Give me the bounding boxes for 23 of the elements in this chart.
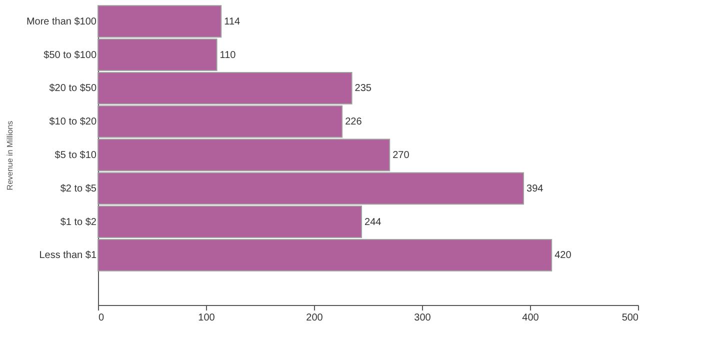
y-tick-label: $10 to $20	[49, 116, 97, 128]
data-label: 394	[526, 183, 544, 194]
x-tick-label: 100	[198, 312, 216, 324]
data-label: 235	[354, 83, 372, 94]
x-tick-label: 500	[622, 312, 639, 324]
y-tick-label: $50 to $100	[44, 50, 97, 61]
x-tick-label: 400	[522, 312, 540, 324]
data-label: 226	[345, 116, 362, 128]
y-tick-label: $5 to $10	[54, 150, 97, 161]
y-axis-title: Revenue in Millions	[5, 120, 14, 190]
y-tick-label: More than $100	[26, 16, 97, 28]
x-tick-label: 200	[306, 312, 324, 324]
data-label: 110	[220, 50, 236, 61]
data-label: 244	[364, 216, 382, 228]
data-label: 270	[392, 150, 410, 161]
x-tick-label: 0	[98, 312, 104, 324]
data-label: 420	[554, 250, 572, 262]
y-tick-label: $20 to $50	[49, 83, 97, 94]
y-tick-label: $1 to $2	[60, 216, 97, 228]
y-tick-label: $2 to $5	[60, 183, 97, 194]
y-tick-label: Less than $1	[39, 250, 97, 262]
data-label: 114	[224, 16, 240, 28]
x-tick-label: 300	[414, 312, 432, 324]
